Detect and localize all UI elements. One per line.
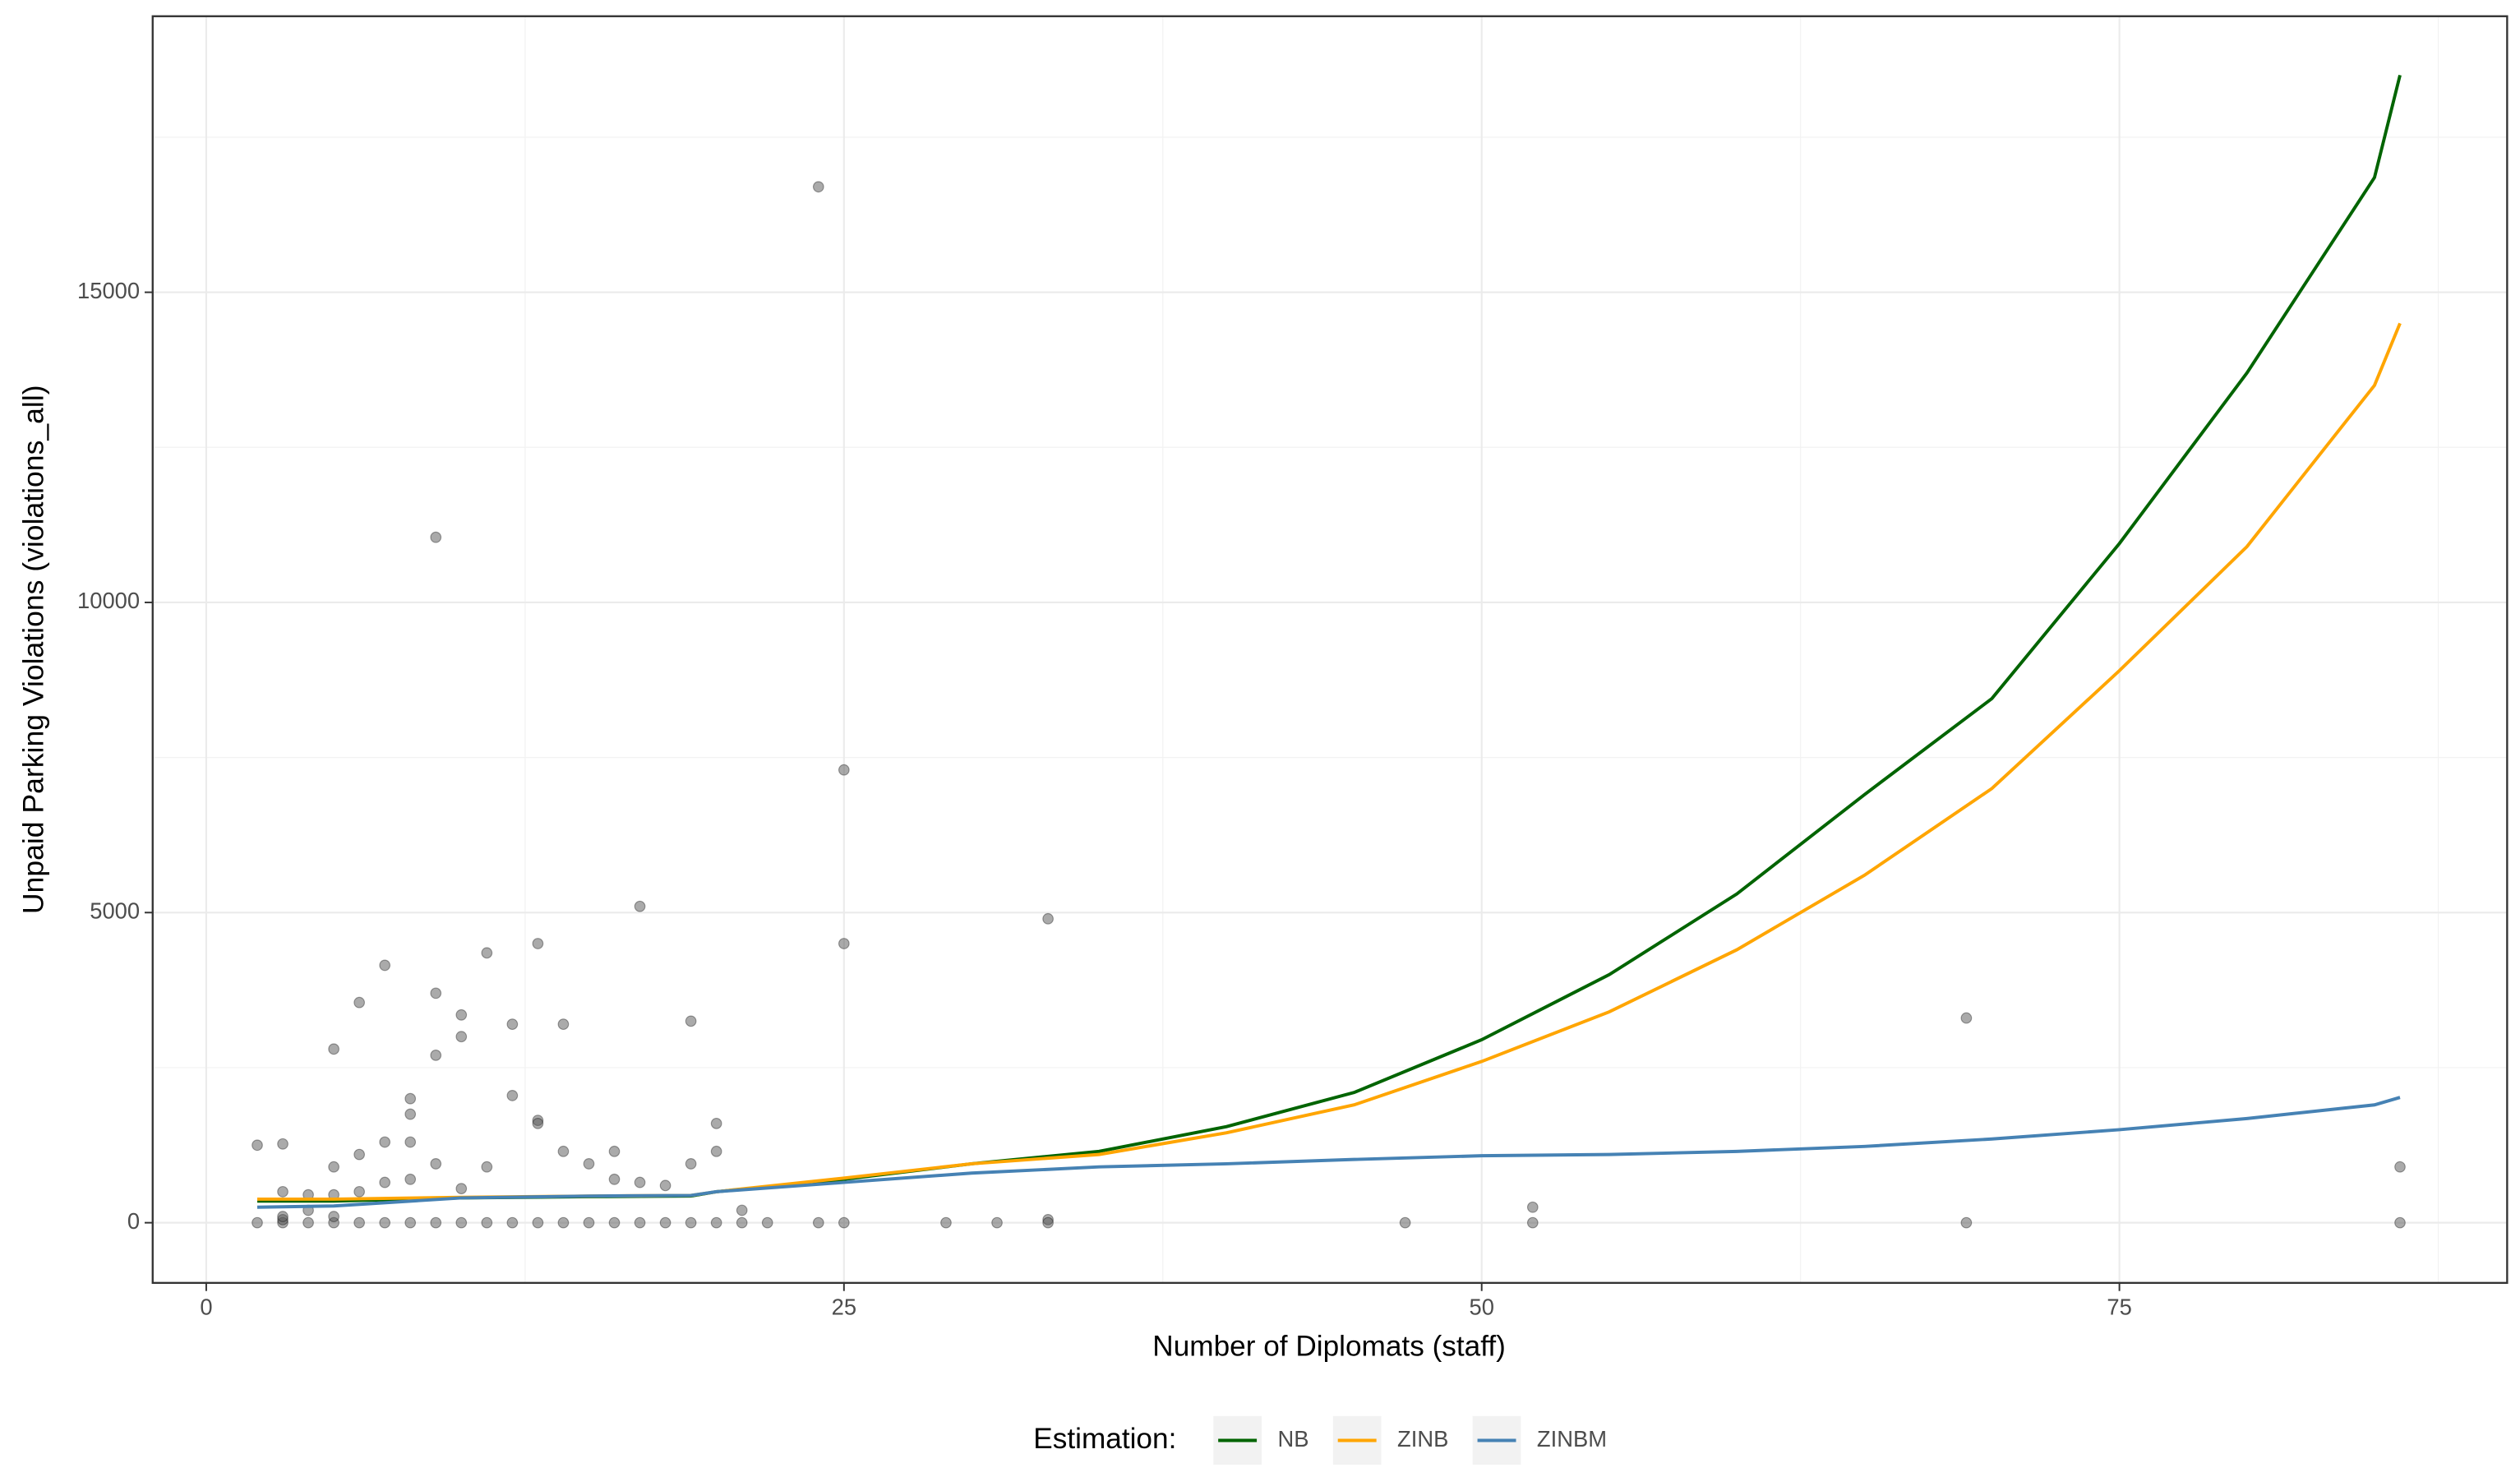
point (379, 1216, 391, 1229)
point (634, 1176, 646, 1189)
point (659, 1179, 672, 1192)
point (455, 1009, 468, 1021)
point (838, 938, 850, 949)
point (557, 1018, 570, 1031)
point (2394, 1216, 2406, 1229)
point (1399, 1216, 1411, 1229)
point (302, 1216, 314, 1229)
point (685, 1216, 697, 1229)
y-tick-label: 15000 (77, 278, 140, 303)
point (277, 1185, 288, 1198)
point (430, 1158, 442, 1170)
point (1042, 1216, 1054, 1229)
point (379, 959, 391, 972)
point (532, 1216, 544, 1229)
point (404, 1092, 417, 1105)
point (583, 1158, 595, 1170)
point (481, 1161, 493, 1173)
point (1526, 1216, 1539, 1229)
point (328, 1043, 339, 1055)
point (634, 1216, 646, 1229)
y-axis-label: Unpaid Parking Violations (violations_al… (17, 385, 49, 914)
point (404, 1136, 417, 1148)
point (557, 1145, 570, 1157)
x-tick-label: 0 (200, 1295, 212, 1320)
legend-label: ZINB (1397, 1426, 1448, 1452)
x-tick-label: 50 (1470, 1295, 1494, 1320)
point (277, 1138, 288, 1150)
point (838, 1216, 850, 1229)
point (557, 1216, 570, 1229)
point (379, 1176, 391, 1189)
point (761, 1216, 773, 1229)
y-tick-label: 0 (127, 1208, 140, 1234)
point (710, 1216, 722, 1229)
point (506, 1216, 519, 1229)
point (608, 1145, 621, 1157)
point (404, 1173, 417, 1185)
point (710, 1117, 722, 1129)
line (257, 74, 2402, 1203)
point (353, 996, 365, 1009)
point (430, 531, 442, 543)
point (430, 1049, 442, 1061)
x-tick-label: 75 (2107, 1295, 2131, 1320)
point (1960, 1012, 1973, 1024)
point (710, 1145, 722, 1157)
point (1960, 1216, 1973, 1229)
point (353, 1185, 365, 1198)
y-tick-label: 10000 (77, 588, 140, 613)
point (532, 938, 544, 949)
point (991, 1216, 1003, 1229)
point (812, 181, 824, 193)
point (455, 1183, 468, 1195)
point (328, 1161, 339, 1173)
point (1526, 1201, 1539, 1213)
point (1042, 912, 1054, 925)
point (404, 1108, 417, 1120)
point (481, 1216, 493, 1229)
point (2394, 1161, 2406, 1173)
point (608, 1216, 621, 1229)
point (736, 1216, 748, 1229)
point (940, 1216, 952, 1229)
point (685, 1015, 697, 1027)
point (404, 1216, 417, 1229)
point (506, 1090, 519, 1101)
point (430, 987, 442, 999)
x-axis-label: Number of Diplomats (staff) (1152, 1330, 1506, 1362)
point (277, 1211, 288, 1223)
point (481, 947, 493, 959)
point (634, 900, 646, 912)
point (583, 1216, 595, 1229)
y-tick-label: 5000 (90, 898, 140, 923)
point (252, 1139, 263, 1152)
x-tick-label: 25 (832, 1295, 856, 1320)
legend-label: ZINBM (1537, 1426, 1607, 1452)
point (812, 1216, 824, 1229)
point (379, 1136, 391, 1148)
point (252, 1216, 263, 1229)
point (430, 1216, 442, 1229)
line (256, 1096, 2401, 1209)
point (353, 1216, 365, 1229)
point (506, 1018, 519, 1031)
legend-title: Estimation: (1033, 1423, 1176, 1455)
point (353, 1148, 365, 1161)
point (455, 1031, 468, 1043)
point (532, 1117, 544, 1129)
point (838, 764, 850, 776)
plot-border (151, 15, 2508, 1285)
point (659, 1216, 672, 1229)
point (455, 1216, 468, 1229)
point (736, 1204, 748, 1216)
point (328, 1211, 339, 1223)
point (685, 1158, 697, 1170)
point (608, 1173, 621, 1185)
legend-label: NB (1278, 1426, 1309, 1452)
